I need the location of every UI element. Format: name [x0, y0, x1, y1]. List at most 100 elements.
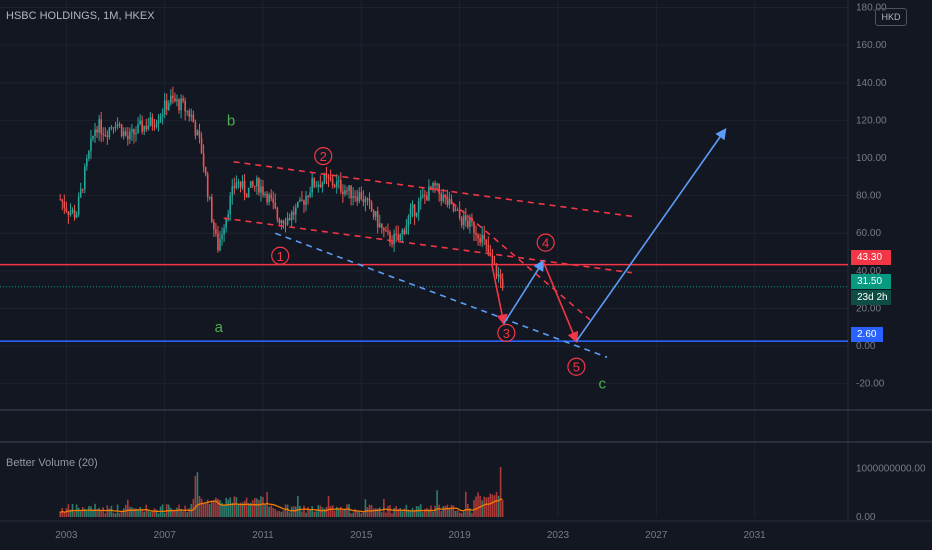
volume-bar	[378, 507, 381, 517]
volume-bar	[114, 513, 117, 517]
candle-body	[491, 255, 494, 263]
volume-bar	[59, 511, 62, 517]
candle-body	[428, 186, 430, 201]
candle-body	[309, 192, 311, 197]
volume-bar	[178, 504, 180, 517]
candle-body	[77, 196, 80, 215]
candle-body	[167, 103, 170, 110]
candle-body	[192, 114, 195, 123]
candle-body	[215, 229, 217, 234]
volume-bar	[317, 505, 320, 517]
volume-bar	[262, 497, 264, 517]
volume-bar	[294, 506, 297, 517]
candle-body	[331, 179, 334, 186]
volume-bar	[391, 513, 393, 517]
wave-projection-arrow	[575, 127, 727, 342]
volume-bar	[366, 507, 369, 517]
candle-body	[489, 253, 492, 256]
candle-body	[417, 201, 420, 213]
candle-body	[424, 195, 426, 197]
candle-body	[452, 203, 455, 211]
volume-bar	[372, 508, 375, 517]
candle-body	[79, 188, 82, 197]
candle-body	[346, 190, 348, 192]
volume-bar	[69, 509, 72, 517]
wave-circle	[536, 233, 555, 252]
volume-bar	[409, 511, 412, 517]
candle-body	[409, 208, 412, 217]
volume-tick-label: 0.00	[856, 512, 876, 523]
price-tick-label: 120.00	[856, 115, 887, 126]
volume-bar	[346, 504, 348, 517]
candle-body	[368, 198, 371, 203]
candle-body	[262, 186, 264, 195]
candle-body	[454, 210, 457, 212]
candle-body	[475, 232, 477, 235]
candle-body	[239, 182, 242, 188]
candle-body	[229, 195, 232, 215]
volume-bar	[172, 510, 174, 517]
volume-moving-average	[59, 498, 503, 514]
volume-bar	[210, 501, 213, 517]
candle-body	[419, 196, 422, 202]
candle-body	[145, 125, 148, 130]
candle-body	[387, 231, 389, 233]
candle-body	[497, 274, 500, 277]
candle-body	[458, 210, 461, 218]
price-tick-label: 180.00	[856, 3, 887, 14]
volume-bar	[184, 505, 186, 517]
candle-body	[313, 178, 316, 187]
wave-label-5: 5	[573, 360, 580, 375]
upper-channel-line	[233, 160, 632, 218]
price-axis-ticks: 180.00 160.00 140.00 120.00 100.00 80.00 60.00…	[856, 3, 926, 523]
volume-bar	[358, 511, 361, 517]
volume-tick-label: 1000000000.00	[856, 463, 926, 474]
time-tick-label: 2003	[55, 530, 78, 541]
volume-bar	[221, 502, 223, 517]
volume-bar	[129, 506, 131, 517]
candle-body	[440, 193, 443, 201]
volume-bar	[192, 498, 195, 517]
volume-bar	[442, 506, 445, 517]
volume-bar	[157, 513, 160, 517]
candle-body	[276, 208, 279, 220]
candle-body	[153, 125, 156, 127]
volume-bar	[477, 492, 479, 517]
candle-body	[305, 196, 307, 205]
candle-body	[65, 207, 68, 212]
candle-body	[256, 178, 258, 187]
candle-body	[446, 197, 449, 205]
volume-bar	[288, 512, 291, 517]
time-tick-label: 2023	[547, 530, 570, 541]
volume-bar	[493, 495, 496, 517]
indicator-title[interactable]: Better Volume (20)	[6, 457, 98, 469]
candle-body	[348, 185, 350, 191]
candle-body	[389, 231, 391, 243]
volume-bar	[440, 511, 443, 517]
volume-bar	[448, 508, 451, 517]
volume-bar	[135, 508, 137, 517]
candle-body	[151, 117, 154, 126]
volume-bar	[415, 506, 418, 517]
candle-body	[360, 192, 363, 200]
wave-label-b: b	[227, 112, 235, 129]
volume-bar	[475, 496, 477, 517]
symbol-title: HSBC HOLDINGS, 1M, HKEX	[6, 10, 155, 22]
volume-bar	[90, 506, 92, 517]
volume-bar	[198, 495, 201, 517]
candle-body	[178, 99, 180, 111]
candle-body	[321, 182, 324, 188]
candle-body	[374, 211, 377, 217]
candle-body	[141, 120, 143, 132]
currency-badge[interactable]: HKD	[875, 8, 907, 26]
candle-body	[499, 274, 502, 280]
candle-body	[432, 183, 434, 190]
volume-bar	[108, 508, 111, 517]
volume-bar	[86, 511, 88, 517]
candle-body	[243, 180, 246, 195]
volume-bar	[464, 491, 467, 517]
volume-bar	[497, 495, 500, 517]
volume-bar	[243, 500, 246, 517]
candle-body	[120, 124, 123, 137]
